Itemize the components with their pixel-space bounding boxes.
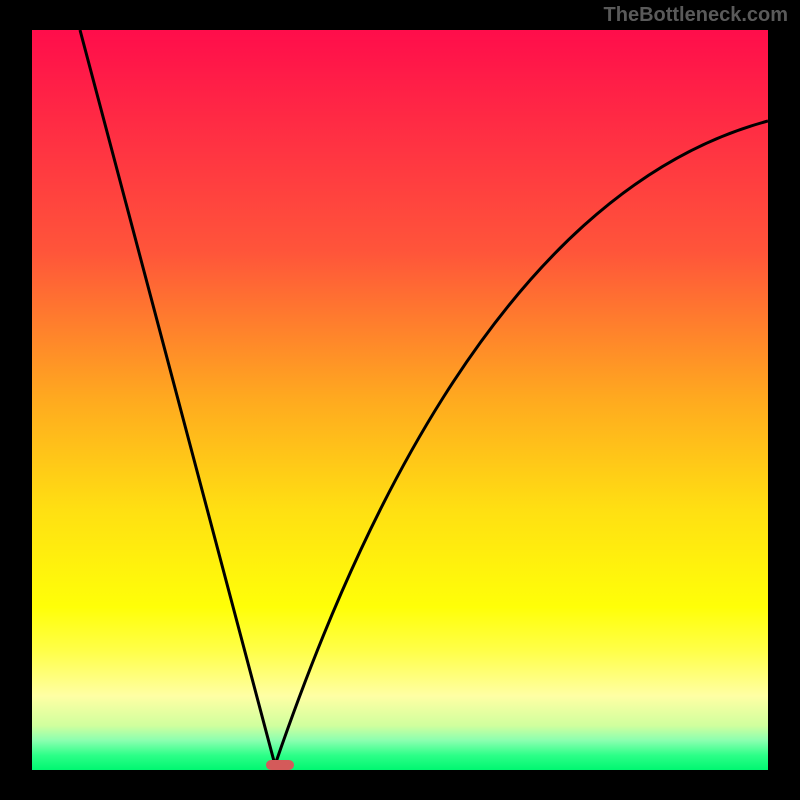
bottleneck-curve (80, 30, 768, 765)
vertex-marker (266, 760, 294, 770)
plot-area (32, 30, 768, 770)
curve-layer (32, 30, 768, 770)
chart-container: TheBottleneck.com (0, 0, 800, 800)
attribution-text: TheBottleneck.com (604, 4, 788, 27)
